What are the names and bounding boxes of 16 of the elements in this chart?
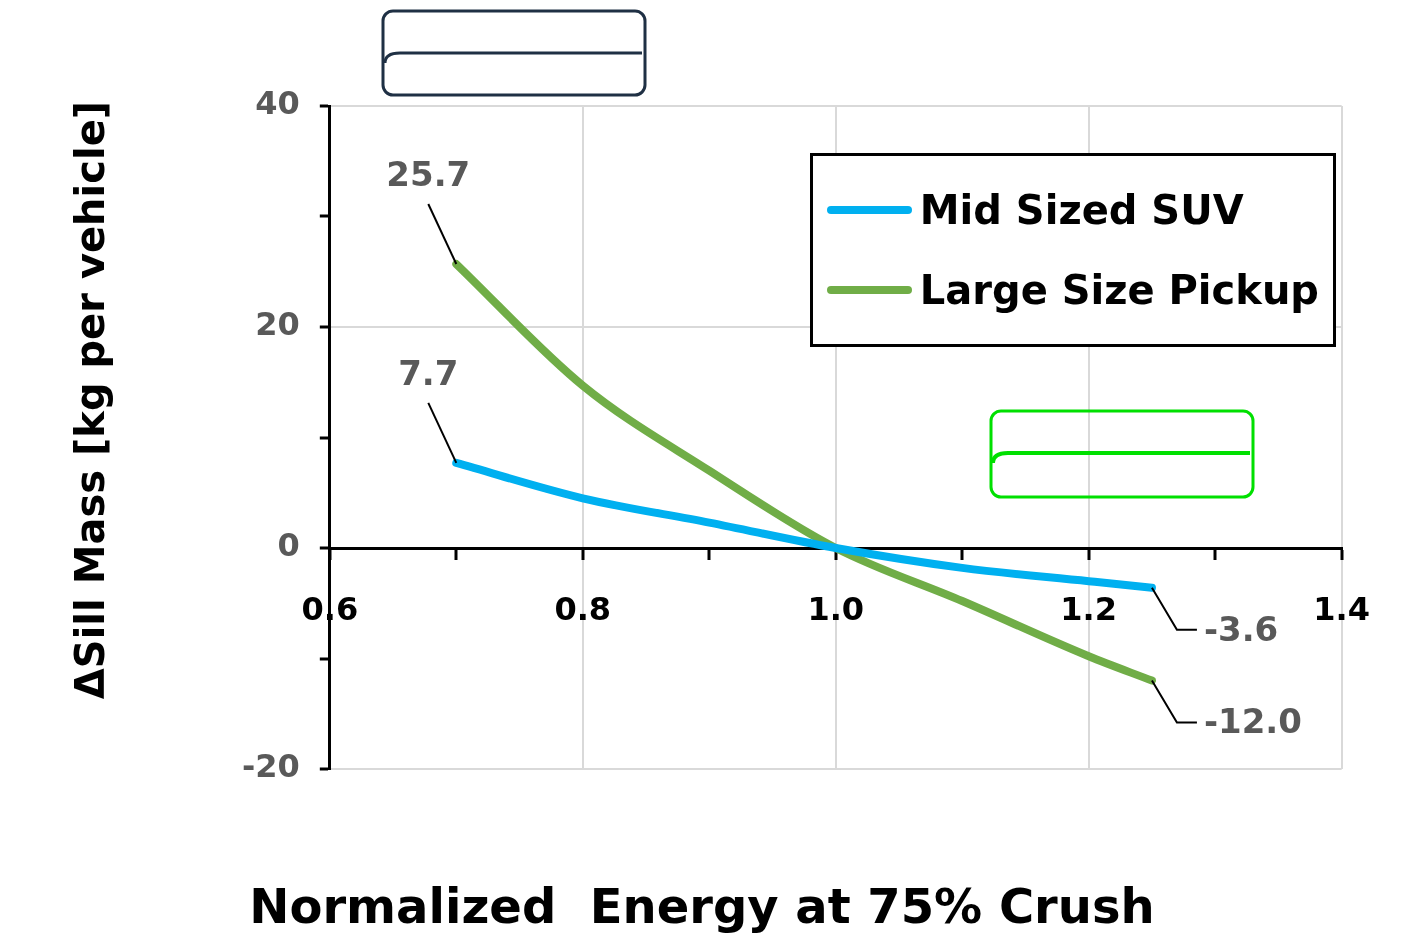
- y-tick-label: -20: [242, 747, 300, 786]
- x-tick-label: 0.8: [554, 589, 612, 628]
- x-tick-label: 1.2: [1060, 589, 1118, 628]
- data-label: 25.7: [386, 153, 471, 194]
- y-axis-title: ΔSill Mass [kg per vehicle]: [67, 100, 113, 700]
- x-tick-label: 1.4: [1313, 589, 1370, 628]
- data-label: -12.0: [1203, 701, 1302, 742]
- data-label: -3.6: [1203, 608, 1279, 649]
- data-label: 7.7: [398, 352, 459, 393]
- x-tick-label: 1.0: [807, 589, 865, 628]
- y-tick-label: 20: [255, 305, 300, 344]
- y-tick-label: 40: [255, 84, 300, 123]
- y-tick-label: 0: [277, 526, 300, 565]
- legend-label: Large Size Pickup: [919, 267, 1319, 313]
- legend-label: Mid Sized SUV: [919, 187, 1244, 233]
- x-axis-title: Normalized Energy at 75% Crush: [248, 878, 1156, 934]
